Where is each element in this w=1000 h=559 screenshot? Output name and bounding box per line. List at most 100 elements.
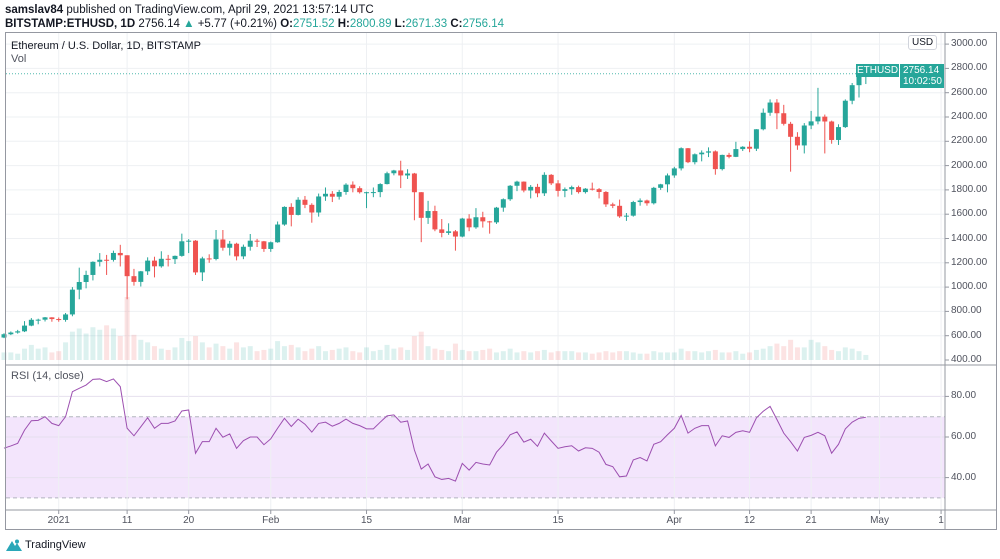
candle-body: [322, 193, 328, 197]
volume-bar: [309, 348, 315, 360]
time-axis-label: Feb: [262, 515, 280, 526]
candle-body: [69, 289, 75, 315]
volume-bar: [801, 347, 807, 360]
rsi-line: [3, 378, 866, 482]
candle-body: [521, 181, 527, 191]
candle-body: [261, 241, 267, 249]
last-price-value: 2756.14: [903, 65, 940, 76]
candle-body: [227, 243, 233, 248]
candle-body: [336, 191, 342, 197]
volume-bar: [151, 346, 157, 360]
candle-body: [350, 184, 356, 189]
volume-bar: [781, 346, 787, 360]
volume-bar: [288, 344, 294, 360]
volume-bar: [268, 348, 274, 360]
rsi-label: RSI (14, close): [11, 370, 84, 382]
candle-body: [411, 173, 417, 193]
price-axis-label: 3000.00: [951, 38, 988, 50]
open-label: O:: [280, 18, 293, 30]
volume-bar: [384, 344, 390, 360]
time-axis-label: 2021: [47, 515, 70, 526]
volume-bar: [398, 347, 404, 360]
volume-bar: [582, 352, 588, 360]
volume-bar: [357, 352, 363, 360]
volume-bar: [15, 353, 21, 360]
candle-body: [275, 224, 281, 243]
volume-bar: [617, 351, 623, 360]
candle-body: [281, 206, 287, 225]
candle-body: [630, 202, 636, 216]
volume-bar: [261, 349, 267, 360]
volume-bar: [863, 354, 869, 360]
price-axis-label: 2600.00: [951, 86, 988, 98]
price-axis-label: 1600.00: [951, 208, 988, 220]
volume-bar: [172, 347, 178, 360]
volume-bar: [240, 347, 246, 360]
candle-body: [439, 229, 445, 233]
price-axis-label: 2400.00: [951, 111, 988, 122]
up-arrow-icon: ▲: [183, 18, 195, 30]
candle-body: [555, 183, 561, 191]
volume-bar: [747, 352, 753, 360]
candle-body: [623, 215, 629, 217]
volume-bar: [418, 331, 424, 360]
volume-bar: [473, 351, 479, 360]
volume-bar: [295, 347, 301, 360]
volume-bar: [63, 342, 69, 360]
currency-button[interactable]: USD: [908, 35, 938, 50]
candle-body: [15, 331, 21, 333]
candle-body: [767, 102, 773, 113]
volume-bar: [1, 352, 7, 360]
candle-body: [446, 231, 452, 233]
volume-bar: [637, 353, 643, 360]
volume-bar: [528, 352, 534, 360]
candle-body: [753, 129, 759, 149]
last-price-label: 2756.14 10:02:50: [900, 64, 944, 88]
candle-body: [671, 168, 677, 176]
volume-bar: [56, 351, 62, 360]
candle-body: [42, 317, 48, 320]
price-axis-label: 1400.00: [951, 232, 988, 244]
candle-body: [747, 146, 753, 149]
author-link[interactable]: samslav84: [5, 4, 64, 16]
close-label: C:: [450, 18, 463, 30]
symbol-info: BITSTAMP:ETHUSD, 1D 2756.14 ▲ +5.77 (+0.…: [5, 18, 504, 30]
candle-body: [808, 121, 814, 126]
candle-body: [726, 154, 732, 157]
candle-body: [165, 258, 171, 260]
volume-bar: [767, 346, 773, 360]
candle-body: [131, 276, 137, 282]
candle-body: [576, 187, 582, 193]
low-label: L:: [394, 18, 406, 30]
volume-bar: [22, 348, 28, 360]
volume-bar: [220, 346, 226, 360]
volume-bar: [671, 352, 677, 360]
bar-countdown: 10:02:50: [903, 76, 942, 87]
candle-body: [452, 231, 458, 237]
brand-name: TradingView: [25, 539, 86, 551]
candle-body: [706, 151, 712, 153]
volume-bar: [753, 349, 759, 360]
price-axis-label: 1800.00: [951, 183, 988, 195]
time-axis-label: 11: [121, 515, 133, 526]
volume-bar: [439, 349, 445, 360]
tradingview-logo[interactable]: TradingView: [6, 539, 86, 551]
volume-bar: [555, 351, 561, 360]
candle-body: [117, 252, 123, 256]
candle-body: [35, 319, 41, 321]
candle-body: [151, 260, 157, 267]
volume-bar: [788, 339, 794, 360]
volume-bar: [391, 348, 397, 360]
time-axis-label: 21: [805, 515, 817, 526]
candle-body: [835, 127, 841, 140]
volume-bar: [329, 349, 335, 360]
volume-bar: [692, 351, 698, 360]
volume-bar: [774, 343, 780, 360]
volume-bar: [842, 347, 848, 360]
candle-body: [829, 121, 835, 140]
candle-body: [405, 173, 411, 176]
volume-bar: [835, 351, 841, 360]
candle-body: [603, 191, 609, 205]
candle-body: [364, 192, 370, 194]
